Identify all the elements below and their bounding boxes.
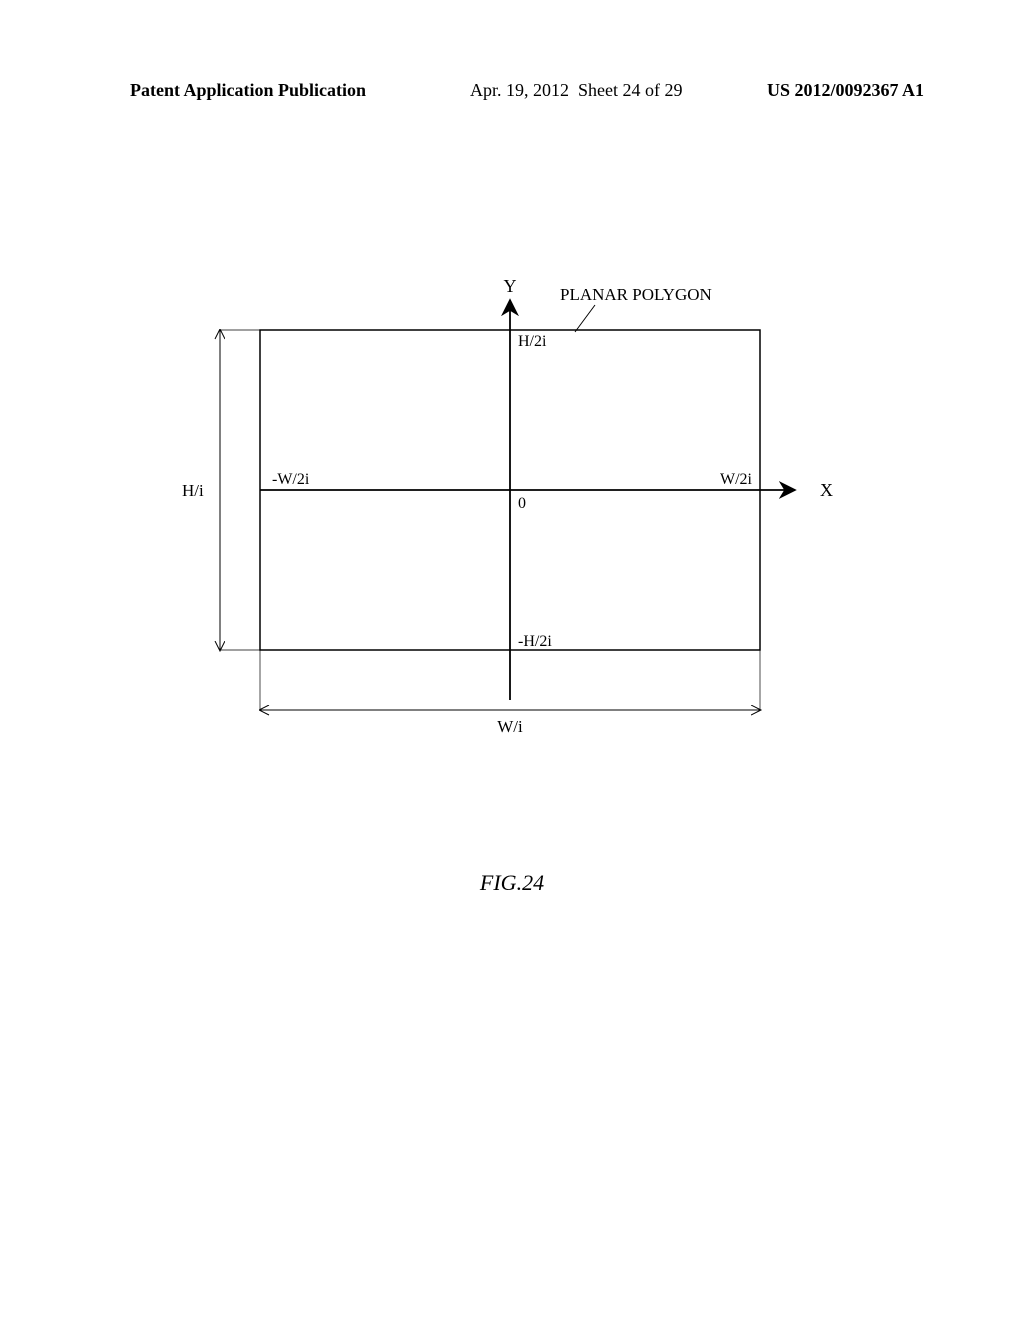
header-date: Apr. 19, 2012 — [470, 80, 569, 100]
top-y-label: H/2i — [518, 333, 547, 350]
bottom-y-label: -H/2i — [518, 633, 552, 650]
width-dim-label: W/i — [497, 717, 523, 736]
header-sheet: Sheet 24 of 29 — [578, 80, 682, 100]
polygon-leader — [575, 305, 595, 332]
right-x-label: W/2i — [720, 471, 753, 488]
figure-svg: Y X PLANAR POLYGON 0 H/2i -H/2i -W/2i W/… — [180, 280, 860, 760]
header-publication: Patent Application Publication — [130, 80, 366, 100]
planar-polygon-label: PLANAR POLYGON — [560, 285, 712, 304]
height-dim-label: H/i — [182, 481, 204, 500]
y-axis-label: Y — [504, 280, 517, 296]
figure-24: Y X PLANAR POLYGON 0 H/2i -H/2i -W/2i W/… — [180, 280, 860, 760]
page-header: Patent Application Publication Apr. 19, … — [130, 80, 924, 101]
x-axis-label: X — [820, 480, 833, 500]
origin-label: 0 — [518, 495, 526, 512]
figure-caption: FIG.24 — [0, 870, 1024, 896]
header-pubnum: US 2012/0092367 A1 — [767, 80, 924, 101]
header-date-sheet: Apr. 19, 2012 Sheet 24 of 29 — [470, 80, 682, 101]
left-x-label: -W/2i — [272, 471, 310, 488]
